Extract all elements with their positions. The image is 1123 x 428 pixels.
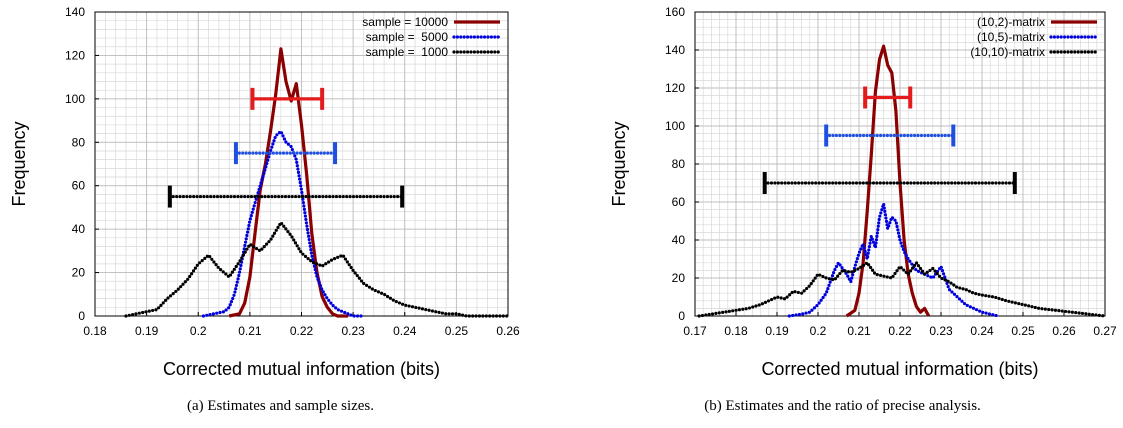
chart-b-plot: 0.17 0.18 0.19 0.2 0.21 0.22 0.23 0.24 0.25 0.26 0… [609, 5, 1117, 379]
chart-a-y-axis-label: Frequency [9, 121, 29, 206]
chart-a-y-tick-label: 80 [72, 135, 86, 149]
chart-a-y-tick-label: 40 [72, 222, 86, 236]
chart-panel-a: 0.18 0.19 0.2 0.21 0.22 0.23 0.24 0.25 0.26 0 20 40… [0, 0, 561, 428]
chart-a-error-bar-3 [167, 185, 405, 208]
chart-a-legend-label-3: sample = 1000 [366, 45, 449, 59]
chart-panel-b: 0.17 0.18 0.19 0.2 0.21 0.22 0.23 0.24 0.25 0.26 0… [562, 0, 1123, 428]
chart-a-x-tick-label: 0.25 [445, 324, 469, 338]
chart-a-x-tick-label: 0.24 [393, 324, 417, 338]
chart-a-x-axis-label: Corrected mutual information (bits) [163, 359, 440, 379]
chart-b-y-tick-label: 140 [665, 43, 685, 57]
chart-b-x-tick-label: 0.23 [929, 324, 953, 338]
chart-b-error-bar-2 [824, 124, 956, 147]
chart-b-x-tick-label: 0.27 [1093, 324, 1117, 338]
chart-a-plot: 0.18 0.19 0.2 0.21 0.22 0.23 0.24 0.25 0.26 0 20 40… [9, 5, 520, 379]
chart-b-y-tick-label: 40 [672, 233, 686, 247]
chart-a-x-tick-label: 0.18 [83, 324, 107, 338]
chart-b-x-tick-label: 0.18 [724, 324, 748, 338]
chart-b-x-tick-label: 0.25 [1011, 324, 1035, 338]
chart-a-series-line-2 [201, 128, 366, 318]
chart-a-x-tick-label: 0.21 [238, 324, 262, 338]
chart-b-y-tick-label: 60 [672, 195, 686, 209]
chart-b-grid [694, 11, 1106, 317]
chart-b-y-tick-label: 0 [678, 309, 685, 323]
chart-a-legend-label-1: sample = 10000 [362, 15, 448, 29]
chart-b-error-bar-3 [762, 172, 1017, 194]
chart-a-y-tick-label: 60 [72, 179, 86, 193]
chart-a-x-tick-label: 0.22 [290, 324, 314, 338]
chart-a-y-tick-label: 100 [65, 92, 85, 106]
chart-a-series-line-1 [228, 47, 348, 318]
chart-b-y-tick-label: 100 [665, 119, 685, 133]
chart-b-x-tick-label: 0.24 [970, 324, 994, 338]
chart-a-x-tick-label: 0.26 [496, 324, 520, 338]
chart-b-series-line-3 [697, 260, 1107, 318]
chart-b-legend: (10,2)-matrix(10,5)-matrix(10,10)-matrix [970, 15, 1099, 59]
chart-b-legend-label-1: (10,2)-matrix [977, 15, 1045, 29]
chart-a-y-tick-label: 0 [78, 309, 85, 323]
chart-b-legend-label-3: (10,10)-matrix [970, 45, 1045, 59]
chart-a-x-tick-label: 0.19 [135, 324, 159, 338]
chart-b-x-tick-label: 0.22 [888, 324, 912, 338]
chart-b-y-axis-label: Frequency [609, 121, 629, 206]
chart-b-x-tick-label: 0.2 [810, 324, 827, 338]
chart-b-y-tick-label: 160 [665, 5, 685, 19]
chart-a-caption: (a) Estimates and sample sizes. [186, 398, 375, 414]
chart-b-y-tick-label: 20 [672, 271, 686, 285]
chart-b-x-tick-label: 0.17 [683, 324, 707, 338]
chart-b-error-bar-1 [863, 86, 913, 109]
chart-a-x-tick-label: 0.2 [190, 324, 207, 338]
chart-b-y-tick-label: 120 [665, 81, 685, 95]
chart-a-y-tick-label: 120 [65, 48, 85, 62]
chart-a-error-bar-1 [250, 87, 325, 110]
chart-b-x-tick-label: 0.19 [765, 324, 789, 338]
chart-a-legend-label-2: sample = 5000 [366, 30, 449, 44]
chart-b-x-tick-label: 0.21 [847, 324, 871, 338]
chart-b-x-axis-label: Corrected mutual information (bits) [761, 359, 1038, 379]
chart-b-y-tick-label: 80 [672, 157, 686, 171]
chart-b-series-line-1 [845, 44, 931, 318]
chart-a-y-tick-label: 140 [65, 5, 85, 19]
chart-b-legend-label-2: (10,5)-matrix [977, 30, 1045, 44]
chart-a-x-tick-label: 0.23 [341, 324, 365, 338]
chart-b-series-line-2 [787, 203, 1000, 318]
chart-b-caption: (b) Estimates and the ratio of precise a… [704, 398, 981, 414]
chart-a-error-bar-2 [233, 142, 338, 165]
chart-a-y-tick-label: 20 [72, 266, 86, 280]
chart-b-x-tick-label: 0.26 [1052, 324, 1076, 338]
chart-a-series-line-3 [124, 219, 510, 318]
